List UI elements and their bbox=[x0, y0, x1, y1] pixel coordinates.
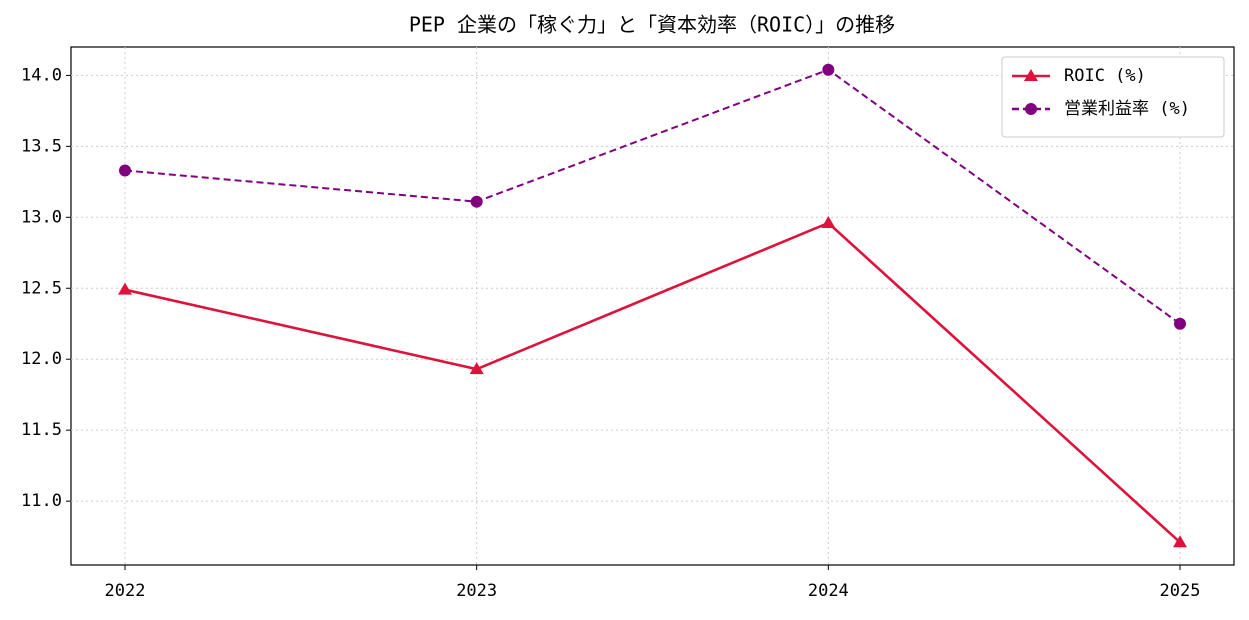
point bbox=[1173, 535, 1187, 548]
point bbox=[822, 63, 835, 76]
legend-label: ROIC (%) bbox=[1064, 66, 1146, 86]
x-tick-label: 2022 bbox=[105, 581, 146, 601]
x-tick-label: 2025 bbox=[1160, 581, 1201, 601]
legend-marker bbox=[1025, 103, 1037, 115]
plot-frame bbox=[70, 46, 1235, 566]
y-tick-label: 13.0 bbox=[21, 207, 62, 227]
legend-box bbox=[1001, 56, 1225, 138]
point bbox=[118, 282, 132, 295]
x-tick-label: 2024 bbox=[808, 581, 849, 601]
y-tick-label: 12.0 bbox=[21, 349, 62, 369]
point bbox=[470, 195, 483, 208]
y-tick-label: 12.5 bbox=[21, 278, 62, 298]
y-tick-label: 11.5 bbox=[21, 420, 62, 440]
chart-title: PEP 企業の「稼ぐ力」と「資本効率（ROIC）」の推移 bbox=[409, 13, 895, 37]
legend-marker bbox=[1024, 69, 1038, 81]
legend-label: 営業利益率 (%) bbox=[1064, 99, 1190, 119]
point bbox=[469, 362, 484, 375]
x-tick-label: 2023 bbox=[456, 581, 497, 601]
point bbox=[821, 215, 836, 228]
y-tick-label: 11.0 bbox=[21, 491, 62, 511]
series-line bbox=[124, 68, 1181, 325]
y-tick-label: 14.0 bbox=[21, 65, 62, 85]
point bbox=[119, 164, 131, 177]
y-tick-label: 13.5 bbox=[21, 136, 62, 156]
series-line bbox=[124, 221, 1181, 544]
point bbox=[1174, 317, 1186, 330]
